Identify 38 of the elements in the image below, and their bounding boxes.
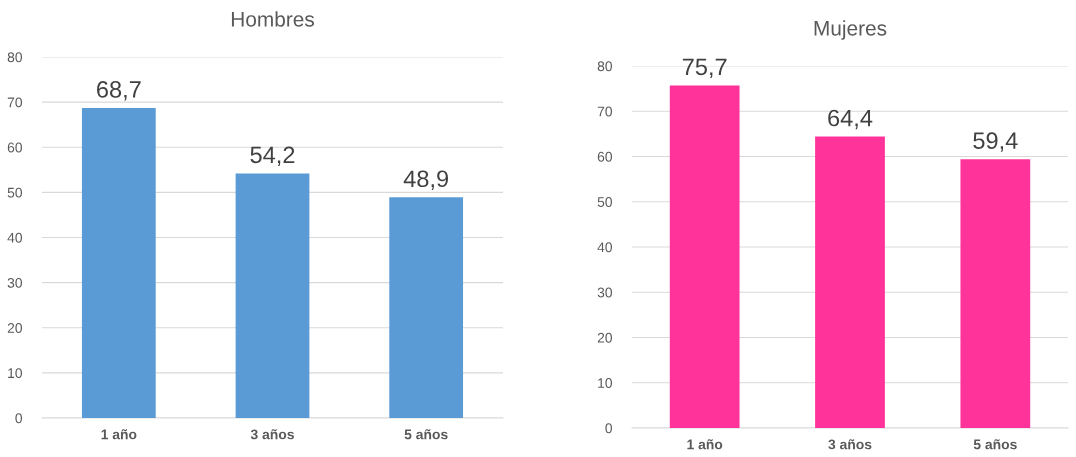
- y-tick-label: 30: [597, 287, 613, 298]
- x-tick-label: 1 año: [687, 439, 723, 450]
- chart-title: Mujeres: [814, 20, 887, 40]
- chart-title: Hombres: [231, 11, 315, 27]
- y-tick-label: 20: [7, 323, 23, 333]
- y-tick-label: 60: [7, 142, 23, 153]
- y-tick-label: 60: [597, 151, 613, 162]
- y-tick-label: 50: [7, 187, 23, 198]
- y-tick-label: 0: [605, 423, 613, 434]
- data-label: 48,9: [403, 170, 449, 190]
- y-tick-label: 20: [597, 332, 613, 343]
- y-tick-label: 70: [597, 106, 613, 117]
- data-label: 64,4: [828, 109, 873, 130]
- y-tick-label: 80: [7, 52, 23, 63]
- data-label: 75,7: [682, 58, 727, 79]
- bar: [235, 173, 310, 418]
- y-tick-label: 50: [597, 197, 613, 207]
- bar: [815, 136, 885, 428]
- y-tick-label: 30: [7, 277, 23, 288]
- y-tick-label: 10: [598, 378, 613, 388]
- bar: [81, 107, 156, 418]
- x-tick-label: 5 años: [404, 429, 448, 440]
- data-label: 59,4: [973, 132, 1018, 152]
- x-tick-label: 1 año: [101, 429, 137, 440]
- y-tick-label: 40: [597, 242, 613, 253]
- y-tick-label: 10: [8, 368, 23, 379]
- x-tick-label: 5 años: [973, 439, 1017, 450]
- y-tick-label: 80: [597, 61, 613, 72]
- y-tick-label: 0: [15, 413, 23, 424]
- bar: [669, 85, 740, 428]
- y-tick-label: 70: [7, 97, 23, 108]
- x-tick-label: 3 años: [250, 429, 294, 440]
- data-label: 54,2: [250, 146, 295, 166]
- bar: [960, 159, 1031, 428]
- data-label: 68,7: [97, 81, 141, 101]
- bar: [389, 197, 464, 418]
- y-tick-label: 40: [7, 232, 23, 243]
- x-tick-label: 3 años: [828, 439, 872, 450]
